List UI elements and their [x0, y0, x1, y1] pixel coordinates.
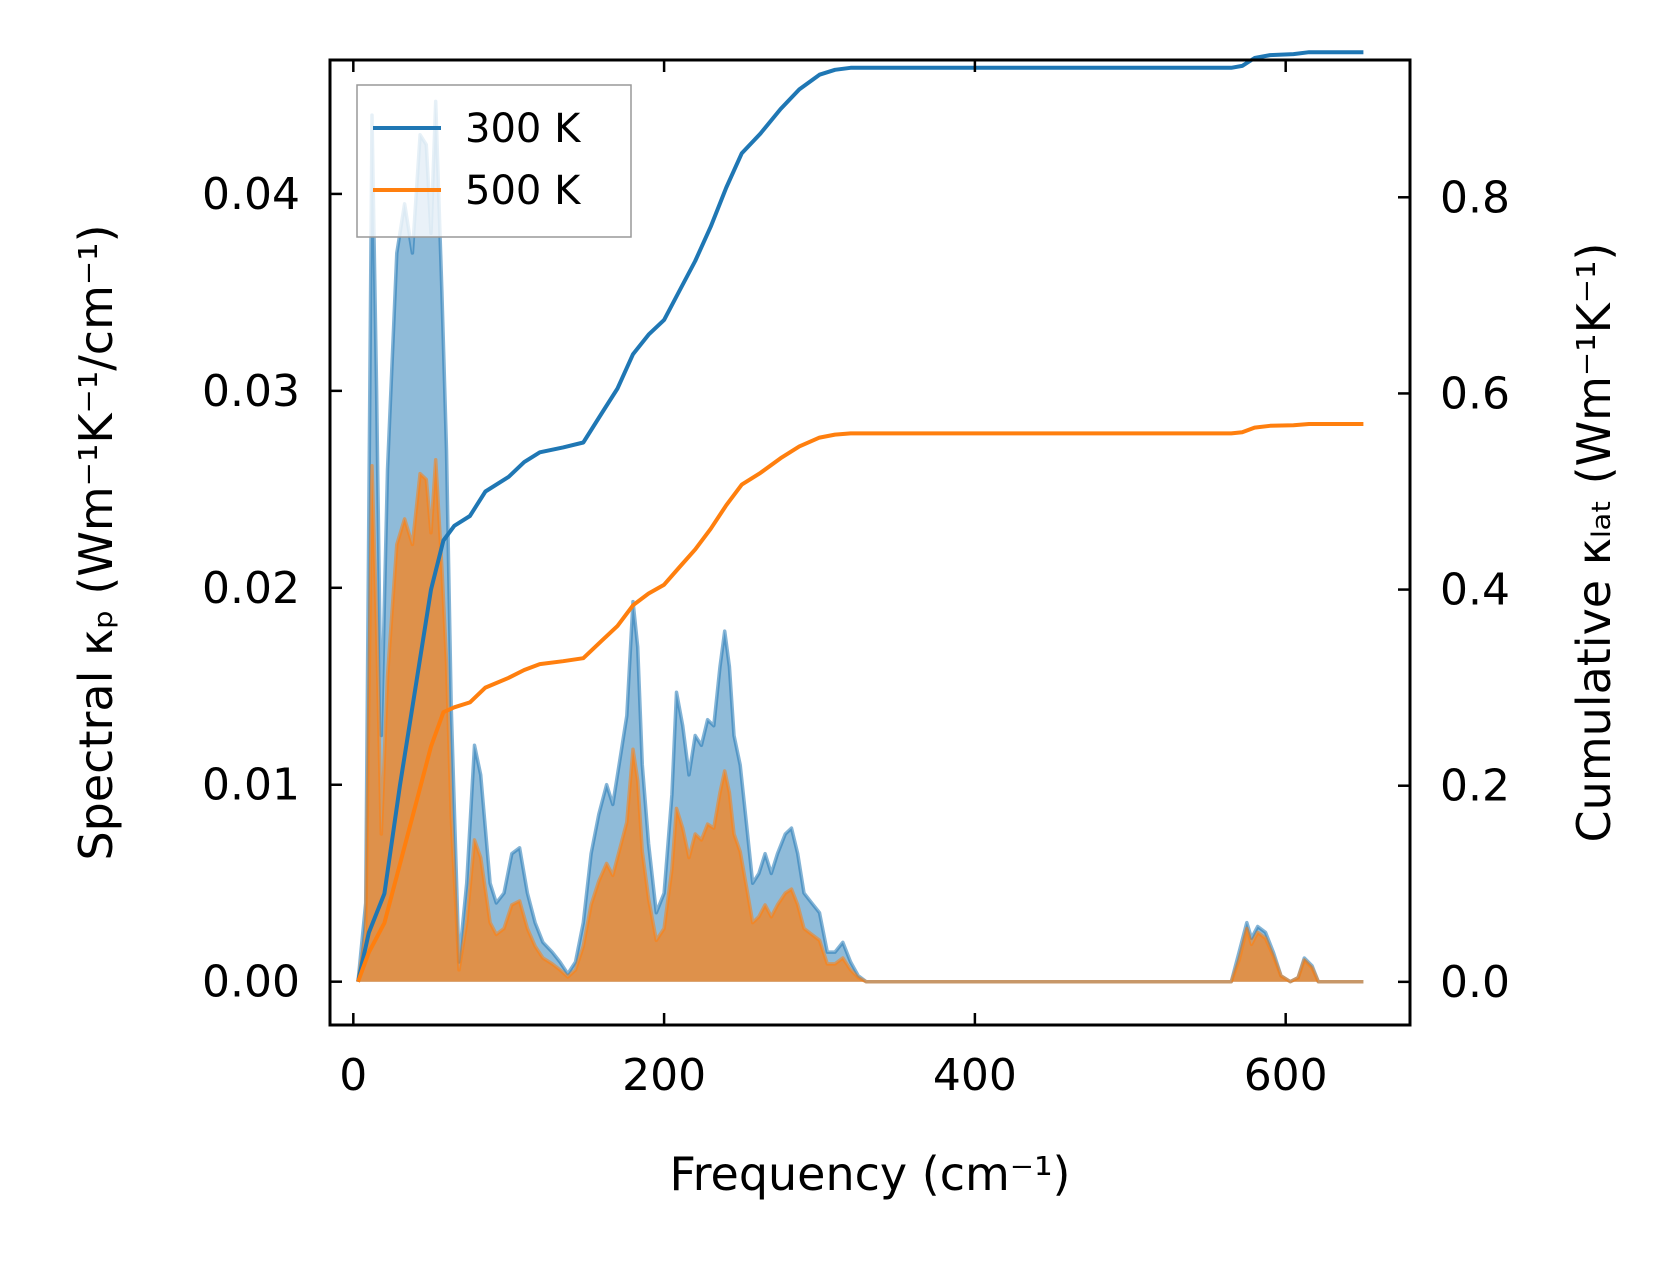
spectral-fill-layer [356, 99, 1364, 984]
tick-layer: 0 200 400 600 0.00 0.01 0.02 0.03 0.04 0.0 0.2 0.4 0… [202, 60, 1510, 1101]
y-left-tick-label: 0.04 [202, 169, 300, 220]
legend-label-300-k: 300 K [465, 106, 582, 152]
spectral-line-500-k [356, 458, 1364, 984]
plot-frame [328, 58, 1412, 1027]
x-tick-label: 200 [622, 1050, 706, 1101]
y-right-tick-label: 0.8 [1440, 172, 1510, 223]
y-right-tick-label: 0.2 [1440, 761, 1510, 812]
x-tick-label: 400 [933, 1050, 1017, 1101]
x-tick-label: 600 [1244, 1050, 1328, 1101]
y-left-tick-label: 0.02 [202, 563, 300, 614]
y-axis-left-label: Spectral κₚ (Wm⁻¹K⁻¹/cm⁻¹) [69, 224, 123, 860]
y-right-tick-label: 0.0 [1440, 957, 1510, 1008]
y-right-tick-label: 0.4 [1440, 565, 1510, 616]
x-axis-label: Frequency (cm⁻¹) [670, 1147, 1071, 1201]
series-line-layer [356, 50, 1364, 983]
legend-box [356, 84, 632, 238]
cumulative-line-500-k [356, 422, 1364, 983]
legend-label-500-k: 500 K [465, 168, 582, 214]
y-axis-right-label: Cumulative κₗₐₜ (Wm⁻¹K⁻¹) [1567, 243, 1621, 843]
cumulative-line-300-k [356, 50, 1364, 983]
y-left-tick-label: 0.03 [202, 366, 300, 417]
y-right-tick-label: 0.6 [1440, 368, 1510, 419]
legend: 300 K 500 K [356, 84, 632, 238]
x-tick-label: 0 [339, 1050, 367, 1101]
y-left-tick-label: 0.00 [202, 957, 300, 1008]
y-left-tick-label: 0.01 [202, 760, 300, 811]
